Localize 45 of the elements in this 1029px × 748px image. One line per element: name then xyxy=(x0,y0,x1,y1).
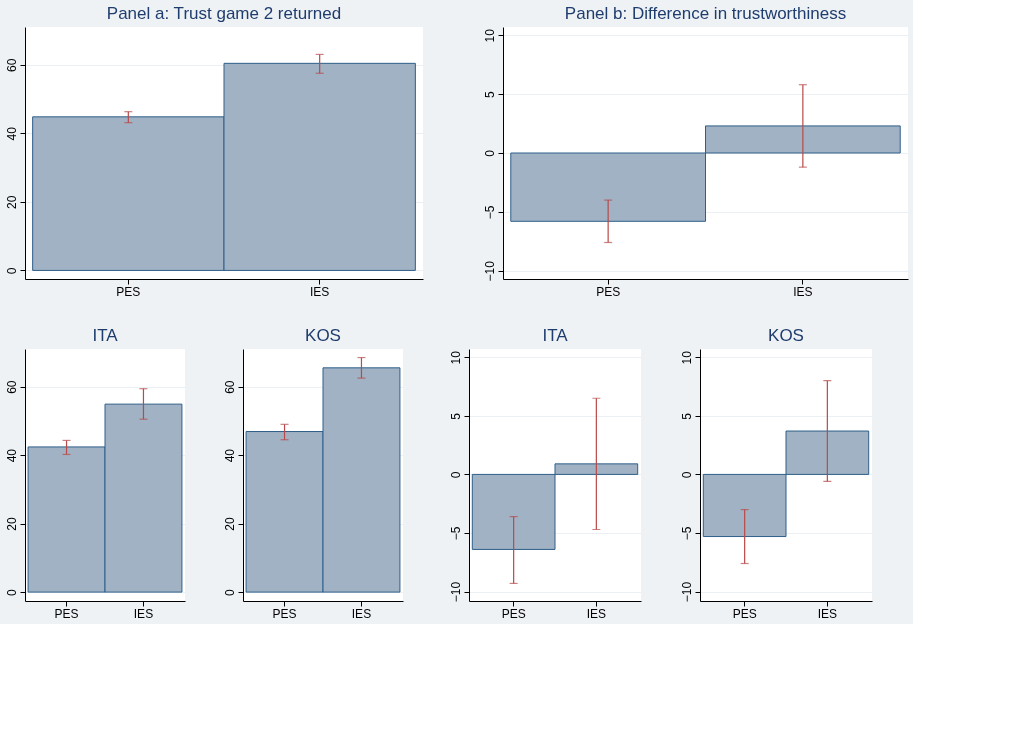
y-tick-label: 0 xyxy=(679,471,694,479)
y-tick-label: 0 xyxy=(4,267,19,275)
y-tick-label: 20 xyxy=(4,517,19,531)
x-tick-label: IES xyxy=(133,606,154,621)
chart-title: Panel b: Difference in trustworthiness xyxy=(564,4,847,23)
x-tick-label: PES xyxy=(54,606,79,621)
y-tick-label: 0 xyxy=(482,149,497,157)
y-tick-label: 60 xyxy=(222,380,237,394)
y-tick-label: 20 xyxy=(4,195,19,210)
y-tick-label: 5 xyxy=(482,90,497,98)
y-tick-label: 20 xyxy=(222,517,237,531)
y-tick-label: −10 xyxy=(679,581,694,603)
x-tick-label: IES xyxy=(817,606,838,621)
y-tick-label: 60 xyxy=(4,380,19,394)
chart-title: KOS xyxy=(305,326,341,345)
x-tick-label: IES xyxy=(586,606,607,621)
y-tick-label: 10 xyxy=(448,350,463,365)
x-tick-label: PES xyxy=(272,606,297,621)
y-tick-label: −10 xyxy=(448,581,463,603)
x-tick-label: PES xyxy=(732,606,757,621)
y-tick-label: −5 xyxy=(482,205,497,220)
y-tick-label: −5 xyxy=(679,526,694,541)
y-tick-label: 0 xyxy=(4,588,19,596)
chart-title: KOS xyxy=(768,326,804,345)
x-tick-label: PES xyxy=(116,284,141,299)
chart-title: ITA xyxy=(92,326,119,345)
x-tick-label: IES xyxy=(310,284,330,299)
y-tick-label: 0 xyxy=(222,588,237,596)
chart-title: Panel a: Trust game 2 returned xyxy=(106,4,342,23)
y-tick-label: −5 xyxy=(448,526,463,541)
x-tick-label: IES xyxy=(793,284,813,299)
y-tick-label: 40 xyxy=(4,126,19,141)
y-tick-label: 5 xyxy=(448,412,463,420)
y-tick-label: 40 xyxy=(222,448,237,463)
x-tick-label: IES xyxy=(351,606,372,621)
y-tick-label: 0 xyxy=(448,471,463,479)
y-tick-label: 10 xyxy=(482,28,497,43)
chart-title: ITA xyxy=(542,326,569,345)
y-tick-label: 10 xyxy=(679,350,694,365)
y-tick-label: 60 xyxy=(4,58,19,72)
x-tick-label: PES xyxy=(596,284,621,299)
y-tick-label: 40 xyxy=(4,448,19,463)
x-tick-label: PES xyxy=(501,606,526,621)
y-tick-label: 5 xyxy=(679,412,694,420)
y-tick-label: −10 xyxy=(482,260,497,282)
